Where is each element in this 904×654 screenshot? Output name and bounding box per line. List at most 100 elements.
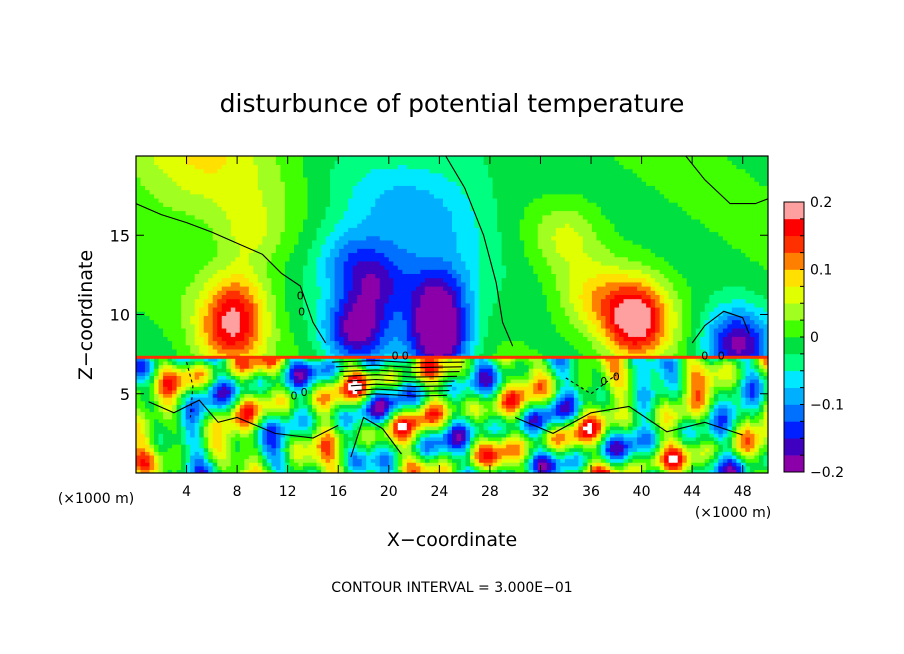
heatmap-cell [492, 239, 498, 245]
heatmap-cell [289, 332, 295, 337]
heatmap-cell [375, 164, 381, 170]
heatmap-cell [470, 315, 476, 321]
heatmap-cell [546, 265, 552, 270]
heatmap-cell [163, 256, 169, 262]
heatmap-cell [397, 239, 403, 245]
heatmap-cell [501, 298, 507, 304]
heatmap-cell [551, 323, 557, 329]
heatmap-cell [393, 286, 399, 291]
heatmap-cell [185, 323, 191, 329]
heatmap-cell [447, 189, 453, 195]
heatmap-cell [596, 332, 602, 337]
heatmap-cell [479, 327, 485, 333]
heatmap-cell [244, 294, 250, 300]
heatmap-cell [203, 302, 209, 308]
heatmap-cell [208, 244, 214, 249]
heatmap-cell [497, 218, 503, 224]
heatmap-cell [140, 189, 146, 195]
heatmap-cell [370, 193, 376, 199]
heatmap-cell [190, 172, 196, 178]
heatmap-cell [194, 290, 200, 295]
heatmap-cell [321, 298, 327, 304]
heatmap-cell [239, 227, 245, 233]
heatmap-cell [199, 168, 205, 174]
heatmap-cell [185, 340, 191, 346]
heatmap-cell [442, 311, 449, 316]
heatmap-cell [271, 193, 277, 199]
heatmap-cell [226, 176, 232, 182]
heatmap-cell [145, 176, 151, 182]
heatmap-cell [253, 281, 259, 287]
heatmap-cell [429, 348, 435, 354]
heatmap-cell [266, 168, 273, 174]
heatmap-cell [492, 319, 498, 325]
heatmap-cell [176, 298, 182, 304]
heatmap-cell [384, 323, 390, 329]
heatmap-cell [402, 327, 408, 333]
heatmap-cell [533, 206, 539, 212]
heatmap-cell [136, 168, 142, 174]
heatmap-cell [402, 353, 408, 358]
heatmap-cell [483, 281, 489, 287]
heatmap-cell [275, 218, 282, 224]
heatmap-cell [564, 332, 570, 337]
heatmap-cell [208, 248, 214, 254]
heatmap-cell [510, 227, 516, 233]
heatmap-cell [230, 239, 236, 245]
heatmap-cell [294, 353, 300, 358]
heatmap-cell [429, 344, 435, 350]
heatmap-cell [483, 256, 489, 262]
heatmap-cell [176, 277, 182, 283]
heatmap-cell [248, 239, 254, 245]
heatmap-cell [361, 290, 367, 295]
heatmap-cell [330, 348, 336, 354]
heatmap-cell [551, 156, 557, 161]
heatmap-cell [321, 210, 327, 216]
heatmap-cell [370, 206, 376, 212]
heatmap-cell [221, 336, 227, 342]
heatmap-cell [411, 160, 417, 165]
heatmap-cell [542, 340, 548, 346]
heatmap-cell [226, 265, 232, 270]
heatmap-cell [154, 353, 160, 358]
heatmap-cell [145, 323, 151, 329]
heatmap-cell [519, 306, 525, 312]
heatmap-cell [578, 160, 584, 165]
heatmap-cell [289, 248, 295, 254]
heatmap-cell [370, 227, 376, 233]
heatmap-cell [167, 327, 173, 333]
heatmap-cell [275, 260, 282, 266]
heatmap-cell [582, 332, 589, 337]
heatmap-cell [420, 277, 426, 283]
heatmap-cell [140, 265, 146, 270]
heatmap-cell [555, 323, 561, 329]
heatmap-cell [163, 298, 169, 304]
heatmap-cell [280, 256, 286, 262]
heatmap-cell [370, 172, 376, 178]
heatmap-cell [506, 227, 512, 233]
heatmap-cell [235, 248, 241, 254]
heatmap-cell [271, 265, 277, 270]
heatmap-cell [433, 164, 440, 170]
heatmap-cell [424, 214, 431, 220]
heatmap-cell [370, 294, 376, 300]
heatmap-cell [235, 311, 241, 316]
heatmap-cell [244, 286, 250, 291]
heatmap-cell [470, 344, 476, 350]
heatmap-cell [591, 319, 598, 325]
heatmap-cell [569, 181, 575, 186]
heatmap-cell [488, 286, 494, 291]
heatmap-cell [284, 336, 291, 342]
heatmap-cell [470, 185, 476, 191]
heatmap-cell [483, 277, 489, 283]
heatmap-cell [266, 248, 273, 254]
heatmap-cell [257, 269, 263, 275]
heatmap-cell [596, 193, 602, 199]
heatmap-cell [501, 235, 507, 241]
heatmap-cell [479, 319, 485, 325]
heatmap-cell [316, 244, 322, 249]
heatmap-cell [289, 227, 295, 233]
heatmap-cell [357, 185, 363, 191]
heatmap-cell [582, 265, 589, 270]
heatmap-cell [370, 323, 376, 329]
